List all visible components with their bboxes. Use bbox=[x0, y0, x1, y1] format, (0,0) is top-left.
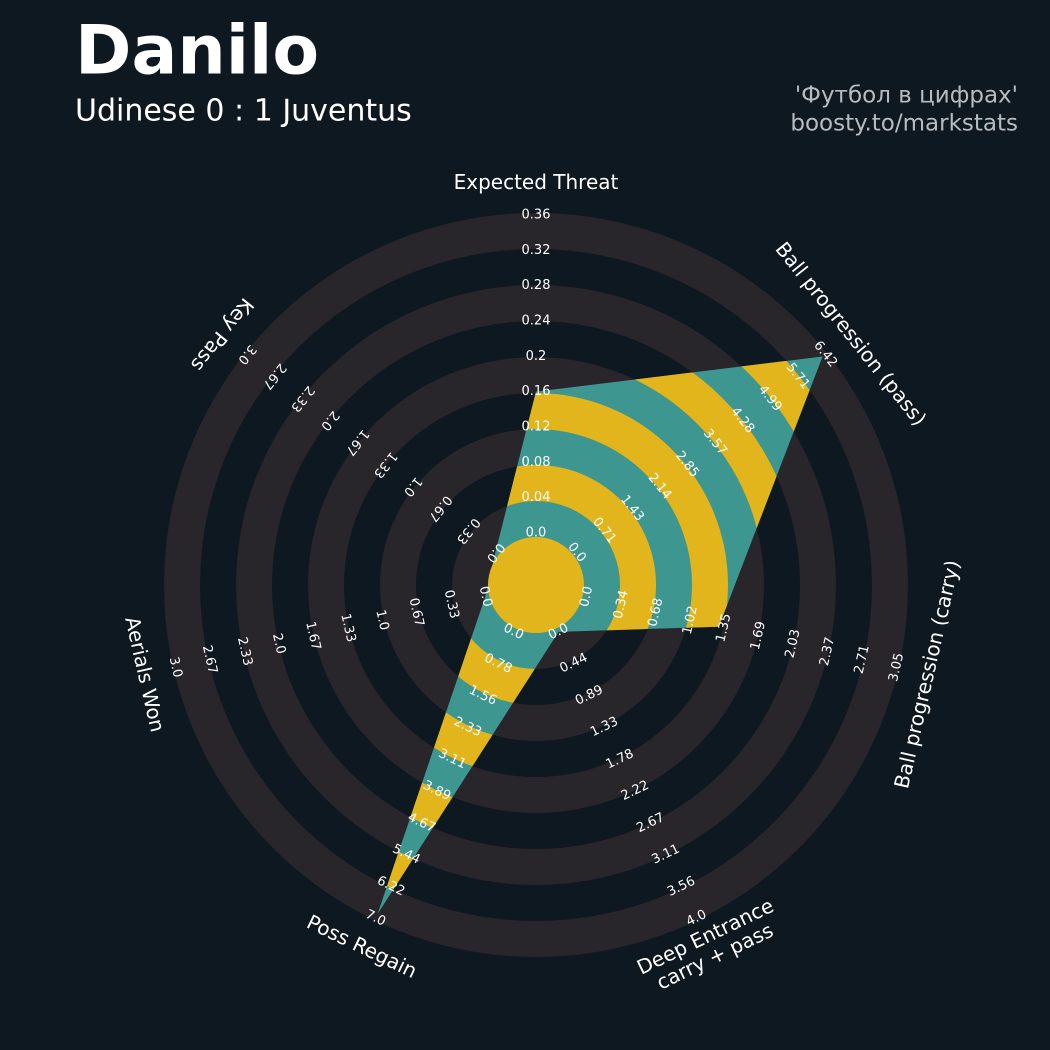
credit: 'Футбол в цифрах' bbox=[795, 83, 1018, 109]
range-label: 2.67 bbox=[199, 644, 220, 676]
range-label: 2.33 bbox=[234, 636, 255, 668]
range-label: 1.02 bbox=[680, 604, 701, 636]
range-label: 3.0 bbox=[166, 656, 185, 680]
range-label: 0.0 bbox=[526, 526, 547, 541]
range-label: 0.12 bbox=[522, 420, 551, 435]
credit: boosty.to/markstats bbox=[790, 111, 1018, 137]
range-label: 1.33 bbox=[337, 612, 358, 644]
range-label: 1.69 bbox=[748, 620, 769, 652]
range-label: 2.37 bbox=[817, 636, 838, 668]
param-label: Expected Threat bbox=[454, 170, 619, 194]
center-circle bbox=[488, 537, 584, 633]
range-label: 0.28 bbox=[522, 278, 551, 293]
range-label: 0.2 bbox=[526, 349, 547, 364]
chart-subtitle: Udinese 0 : 1 Juventus bbox=[75, 94, 412, 129]
range-label: 0.16 bbox=[522, 384, 551, 399]
range-label: 2.03 bbox=[783, 628, 804, 660]
range-label: 3.05 bbox=[886, 652, 907, 684]
range-label: 0.04 bbox=[522, 490, 551, 505]
range-label: 0.36 bbox=[522, 208, 551, 223]
range-label: 0.0 bbox=[577, 585, 596, 609]
range-label: 0.67 bbox=[406, 597, 427, 629]
range-label: 0.08 bbox=[522, 455, 551, 470]
range-label: 0.34 bbox=[611, 589, 632, 621]
param-label: Aerials Won bbox=[121, 614, 171, 734]
range-label: 0.68 bbox=[645, 597, 666, 629]
range-label: 0.0 bbox=[476, 585, 495, 609]
range-label: 0.33 bbox=[441, 589, 462, 621]
chart-title: Danilo bbox=[75, 12, 319, 91]
range-label: 1.67 bbox=[302, 620, 323, 652]
radar-polygon bbox=[377, 356, 823, 915]
range-label: 2.0 bbox=[269, 632, 288, 656]
range-label: 0.32 bbox=[522, 243, 551, 258]
range-label: 1.0 bbox=[372, 608, 391, 632]
range-label: 2.71 bbox=[852, 644, 873, 676]
range-label: 1.35 bbox=[713, 612, 734, 644]
range-label: 0.24 bbox=[522, 314, 551, 329]
